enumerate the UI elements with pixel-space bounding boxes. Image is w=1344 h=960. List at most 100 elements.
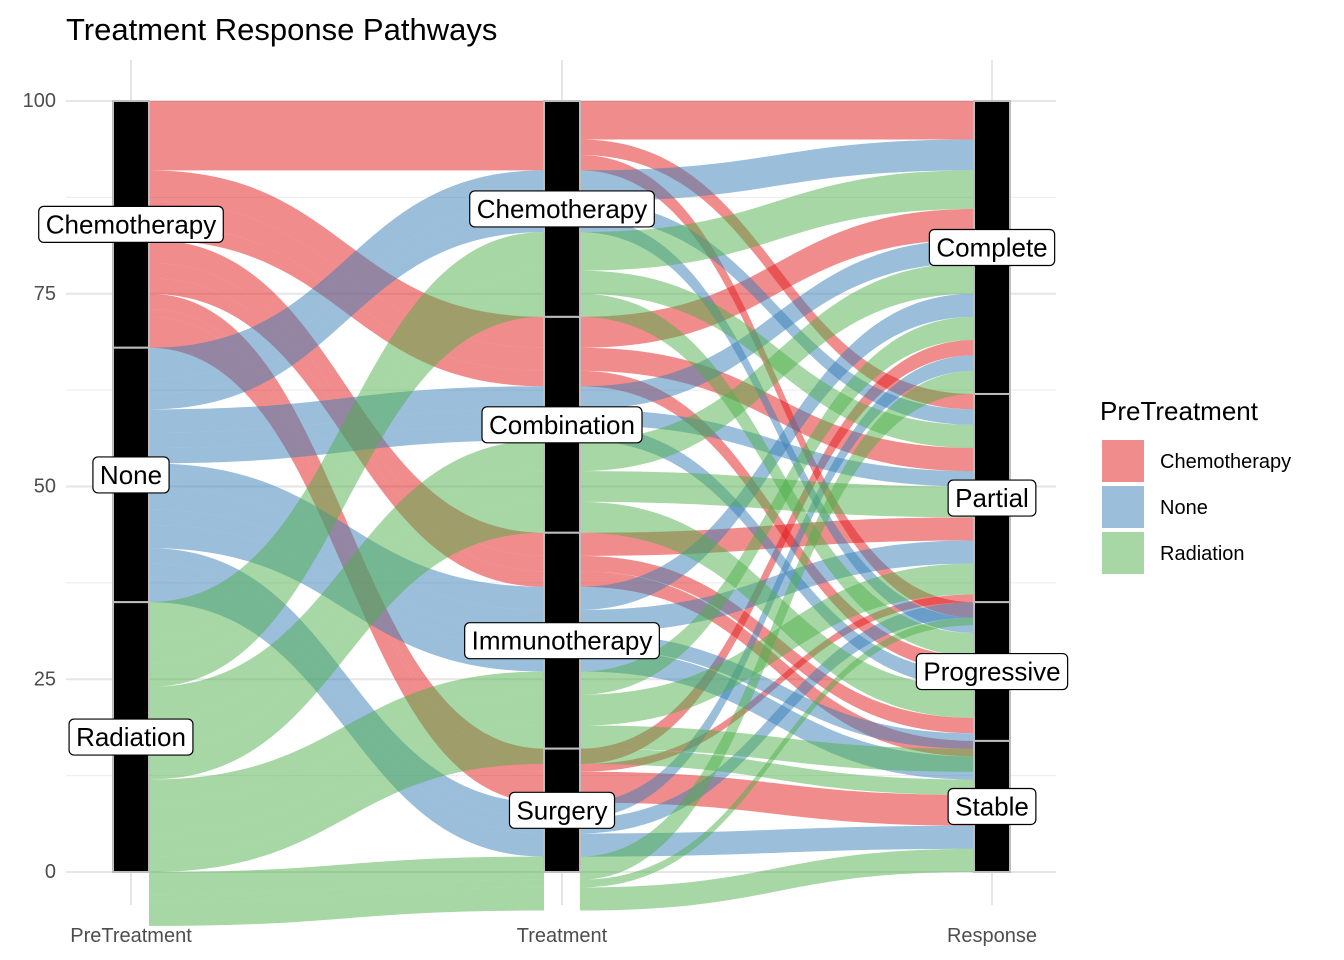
flow-none-chemotherapy-to-progressive xyxy=(580,216,974,633)
x-tick-label: Response xyxy=(947,925,1037,947)
stratum-label-text: None xyxy=(100,460,162,490)
chart-title: Treatment Response Pathways xyxy=(66,12,497,47)
flow-none-combination-to-complete xyxy=(580,239,974,410)
stratum-label-pretreatment-none: None xyxy=(92,456,170,494)
legend: PreTreatment Chemotherapy None Radiation xyxy=(1100,396,1291,574)
stratum-label-box xyxy=(92,456,170,494)
stratum-label-box xyxy=(469,190,655,228)
stratum-label-treatment-surgery: Surgery xyxy=(508,791,616,829)
flow-none-surgery-to-partial xyxy=(580,602,974,834)
stratum-label-treatment-chemotherapy: Chemotherapy xyxy=(469,190,655,228)
stratum-label-box xyxy=(915,652,1069,691)
stratum-label-pretreatment-radiation: Radiation xyxy=(68,718,194,756)
flow-radiation-radiation-to-immunotherapy xyxy=(149,694,544,834)
flow-none-none-to-surgery xyxy=(149,563,544,834)
flow-none-immunotherapy-to-progressive xyxy=(580,632,974,749)
stratum-label-text: Complete xyxy=(936,232,1047,262)
flow-radiation-immunotherapy-to-complete xyxy=(580,316,974,695)
legend-key xyxy=(1102,440,1144,482)
flow-none-none-to-surgery xyxy=(149,548,544,819)
flow-chemotherapy-combination-to-complete xyxy=(580,208,974,348)
stratum-label-response-complete: Complete xyxy=(928,228,1056,267)
y-tick-label: 100 xyxy=(23,90,56,112)
y-tick-label: 75 xyxy=(34,283,56,305)
flow-none-none-to-chemotherapy xyxy=(149,201,544,394)
flow-none-immunotherapy-to-complete xyxy=(580,293,974,610)
axis-layer: 0 25 50 75 100 PreTreatment Treatment Response xyxy=(23,90,1037,947)
stratum-label-box xyxy=(481,406,643,444)
flow-chemotherapy-chemotherapy-to-chemotherapy xyxy=(149,154,544,171)
flow-radiation-immunotherapy-to-stable xyxy=(580,748,974,795)
stratum-label-box xyxy=(68,718,194,756)
flow-radiation-radiation-to-immunotherapy xyxy=(149,748,544,872)
stratum-label-response-progressive: Progressive xyxy=(915,652,1069,691)
stratum-label-layer: Chemotherapy None Radiation Chemotherapy Com… xyxy=(38,190,1069,829)
flow-none-none-to-surgery xyxy=(149,579,544,857)
stratum-label-text: Surgery xyxy=(516,795,607,825)
flow-chemotherapy-combination-to-progressive xyxy=(580,370,974,672)
flow-chemotherapy-chemotherapy-to-chemotherapy xyxy=(149,101,544,140)
legend-key xyxy=(1102,532,1144,574)
flow-none-combination-to-progressive xyxy=(580,424,974,687)
stratum-label-text: Radiation xyxy=(76,722,186,752)
stratum-label-response-stable: Stable xyxy=(947,787,1037,826)
y-tick-label: 0 xyxy=(45,861,56,883)
legend-title: PreTreatment xyxy=(1100,396,1259,426)
stratum-label-text: Stable xyxy=(955,791,1029,821)
x-tick-label: Treatment xyxy=(517,925,608,947)
x-tick-label: PreTreatment xyxy=(70,925,192,947)
stratum-label-treatment-combination: Combination xyxy=(481,406,643,444)
flow-none-surgery-to-complete xyxy=(580,355,974,819)
stratum-label-text: Partial xyxy=(955,483,1029,513)
legend-item-none: None xyxy=(1102,486,1208,528)
stratum-label-box xyxy=(928,228,1056,267)
stratum-label-box xyxy=(947,479,1037,517)
stratum-label-text: Immunotherapy xyxy=(472,626,653,656)
flow-radiation-radiation-to-combination xyxy=(149,501,544,780)
flow-chemotherapy-chemotherapy-to-progressive xyxy=(580,154,974,618)
stratum-label-response-partial: Partial xyxy=(947,479,1037,517)
flow-radiation-radiation-to-surgery xyxy=(149,887,544,926)
flow-radiation-surgery-to-stable xyxy=(580,848,974,911)
flow-chemotherapy-chemotherapy-to-chemotherapy xyxy=(149,139,544,155)
legend-label: Radiation xyxy=(1160,543,1245,565)
flow-none-none-to-immunotherapy xyxy=(149,463,544,610)
legend-key xyxy=(1102,486,1144,528)
flow-none-chemotherapy-to-complete xyxy=(580,139,974,202)
flow-radiation-radiation-to-surgery xyxy=(149,856,544,896)
flow-radiation-radiation-to-immunotherapy xyxy=(149,671,544,803)
flow-none-none-to-immunotherapy xyxy=(149,486,544,633)
stratum-label-pretreatment-chemotherapy: Chemotherapy xyxy=(38,205,224,243)
flow-none-surgery-to-stable xyxy=(580,825,974,857)
flow-radiation-combination-to-progressive xyxy=(580,501,974,718)
stratum-label-text: Chemotherapy xyxy=(477,194,648,224)
flow-radiation-radiation-to-chemotherapy xyxy=(149,270,544,664)
flow-layer xyxy=(149,101,974,926)
flow-radiation-radiation-to-combination xyxy=(149,440,544,718)
flow-radiation-chemotherapy-to-complete xyxy=(580,170,974,271)
y-tick-label: 25 xyxy=(34,668,56,690)
flow-radiation-surgery-to-partial xyxy=(580,617,974,888)
flow-radiation-radiation-to-combination xyxy=(149,471,544,749)
flow-none-none-to-chemotherapy xyxy=(149,216,544,410)
flow-radiation-chemotherapy-to-progressive xyxy=(580,293,974,657)
legend-item-radiation: Radiation xyxy=(1102,532,1245,574)
stratum-label-text: Combination xyxy=(489,410,635,440)
flow-none-none-to-combination xyxy=(149,386,544,433)
stratum-label-box xyxy=(38,205,224,243)
legend-item-chemotherapy: Chemotherapy xyxy=(1102,440,1291,482)
legend-label: None xyxy=(1160,497,1208,519)
flow-radiation-radiation-to-surgery xyxy=(149,879,544,903)
flow-radiation-surgery-to-complete xyxy=(580,370,974,880)
flow-radiation-radiation-to-chemotherapy xyxy=(149,232,544,641)
flow-radiation-combination-to-complete xyxy=(580,262,974,472)
flow-radiation-radiation-to-chemotherapy xyxy=(149,293,544,687)
stratum-label-treatment-immunotherapy: Immunotherapy xyxy=(464,622,660,660)
flow-none-none-to-chemotherapy xyxy=(149,170,544,379)
stratum-label-box xyxy=(508,791,616,829)
flow-radiation-radiation-to-immunotherapy xyxy=(149,725,544,857)
legend-label: Chemotherapy xyxy=(1160,451,1291,473)
flow-chemotherapy-immunotherapy-to-stable xyxy=(580,571,974,757)
flow-radiation-immunotherapy-to-partial xyxy=(580,563,974,726)
